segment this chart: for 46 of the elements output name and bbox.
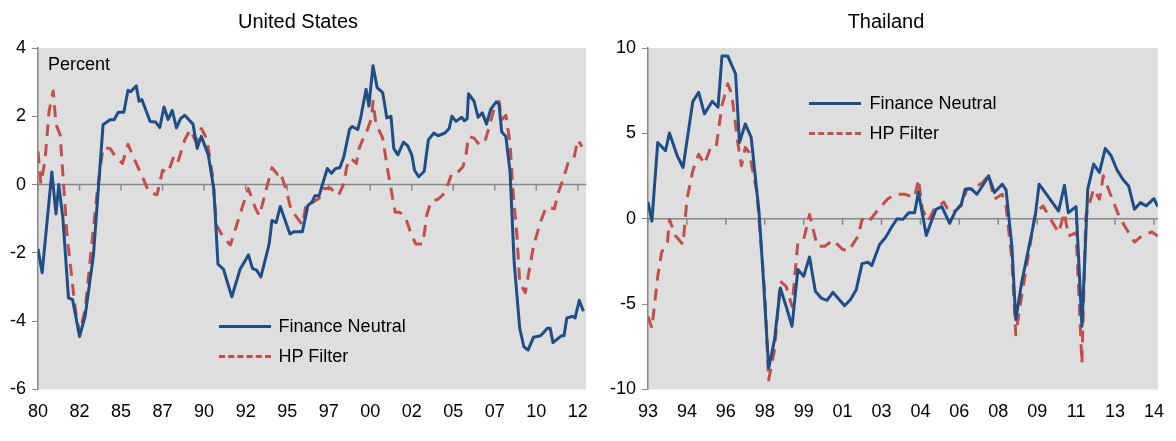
x-tick-label: 87: [152, 401, 173, 422]
y-tick-label: 5: [626, 122, 637, 143]
x-tick-label: 02: [401, 401, 422, 422]
x-tick-label: 12: [567, 401, 588, 422]
y-tick-label: -6: [9, 378, 26, 399]
x-tick-label: 10: [526, 401, 547, 422]
x-tick-label: 09: [1027, 401, 1048, 422]
x-tick-label: 85: [111, 401, 132, 422]
y-tick-label: -4: [9, 310, 26, 331]
x-tick-label: 11: [1066, 401, 1086, 422]
x-tick-label: 90: [194, 401, 215, 422]
legend-label: Finance Neutral: [869, 92, 997, 114]
x-tick-label: 08: [988, 401, 1009, 422]
x-tick-label: 13: [1105, 401, 1126, 422]
x-tick-label: 93: [638, 401, 659, 422]
y-axis-title: Percent: [48, 53, 111, 74]
x-tick-label: 98: [754, 401, 775, 422]
legend-label: Finance Neutral: [278, 315, 406, 337]
x-tick-label: 01: [832, 401, 853, 422]
y-tick-label: 2: [15, 105, 26, 126]
x-tick-label: 00: [360, 401, 381, 422]
x-tick-label: 97: [318, 401, 339, 422]
y-tick-label: 4: [15, 36, 26, 57]
x-tick-label: 06: [949, 401, 970, 422]
chart-title: Thailand: [847, 9, 925, 32]
x-tick-label: 07: [484, 401, 505, 422]
x-tick-label: 05: [443, 401, 464, 422]
y-tick-label: 0: [15, 173, 26, 194]
x-tick-label: 82: [69, 401, 90, 422]
x-tick-label: 92: [235, 401, 256, 422]
x-tick-label: 95: [277, 401, 298, 422]
legend-label: HP Filter: [278, 345, 349, 367]
x-tick-label: 14: [1143, 401, 1164, 422]
chart-title: United States: [237, 9, 359, 32]
x-tick-label: 94: [676, 401, 697, 422]
x-tick-label: 03: [871, 401, 892, 422]
y-tick-label: 0: [626, 207, 637, 228]
legend-label: HP Filter: [869, 122, 940, 144]
y-tick-label: 10: [615, 36, 637, 57]
x-tick-label: 80: [27, 401, 49, 422]
x-tick-label: 04: [910, 401, 931, 422]
y-tick-label: -10: [610, 378, 637, 399]
x-tick-label: 99: [793, 401, 814, 422]
y-tick-label: -5: [620, 293, 637, 314]
x-tick-label: 96: [715, 401, 736, 422]
y-tick-label: -2: [9, 241, 26, 262]
